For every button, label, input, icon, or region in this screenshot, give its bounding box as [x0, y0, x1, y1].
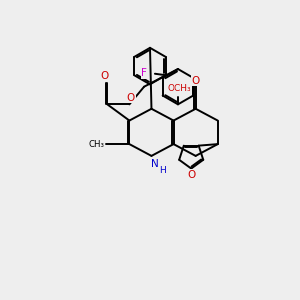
Text: O: O: [187, 170, 195, 180]
Text: OCH₃: OCH₃: [168, 84, 191, 93]
Text: CH₃: CH₃: [88, 140, 104, 148]
Text: O: O: [100, 71, 109, 81]
Text: O: O: [127, 93, 135, 103]
Text: O: O: [191, 76, 200, 85]
Text: F: F: [141, 68, 147, 78]
Text: N: N: [152, 159, 159, 169]
Text: H: H: [159, 166, 166, 175]
